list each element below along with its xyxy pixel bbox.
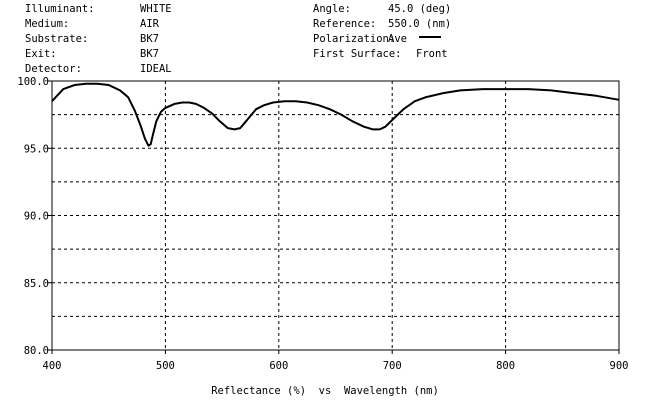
info-value: 45.0 (deg)	[388, 3, 452, 15]
x-tick-label: 400	[43, 360, 62, 372]
reflectance-chart: 80.0 85.0 90.0 95.0 100.0 400 500 600 700 800 900	[17, 36, 629, 372]
info-label: First Surface:	[313, 48, 402, 60]
series-line-ave	[51, 82, 620, 147]
info-label: Angle:	[313, 3, 351, 15]
info-label: Polarization:	[313, 33, 396, 45]
x-tick-label: 600	[269, 360, 288, 372]
y-tick-label: 85.0	[24, 278, 49, 290]
y-tick-label: 100.0	[17, 76, 49, 88]
info-label: Illuminant:	[25, 3, 95, 15]
x-tick-label: 800	[496, 360, 515, 372]
info-value: AIR	[140, 18, 159, 30]
chart-header: Illuminant: WHITE Medium: AIR Substrate: BK7 E…	[0, 0, 650, 78]
x-tick-label: 500	[156, 360, 175, 372]
info-label: Exit:	[25, 48, 57, 60]
info-label: Detector:	[25, 63, 82, 75]
x-axis-label: Reflectance (%) vs Wavelength (nm)	[211, 385, 439, 397]
info-label: Substrate:	[25, 33, 89, 45]
x-tick-label: 700	[383, 360, 402, 372]
info-value: BK7	[140, 33, 159, 45]
info-value: Ave	[388, 33, 407, 45]
info-label: Reference:	[313, 18, 377, 30]
info-label: Medium:	[25, 18, 70, 30]
y-tick-label: 90.0	[24, 211, 49, 223]
info-value: 550.0 (nm)	[388, 18, 452, 30]
y-tick-label: 95.0	[24, 143, 49, 155]
info-value: BK7	[140, 48, 159, 60]
x-tick-label: 900	[610, 360, 629, 372]
info-value: WHITE	[140, 3, 172, 15]
y-tick-label: 80.0	[24, 345, 49, 357]
info-value: Front	[416, 48, 448, 60]
info-value: IDEAL	[140, 63, 172, 75]
